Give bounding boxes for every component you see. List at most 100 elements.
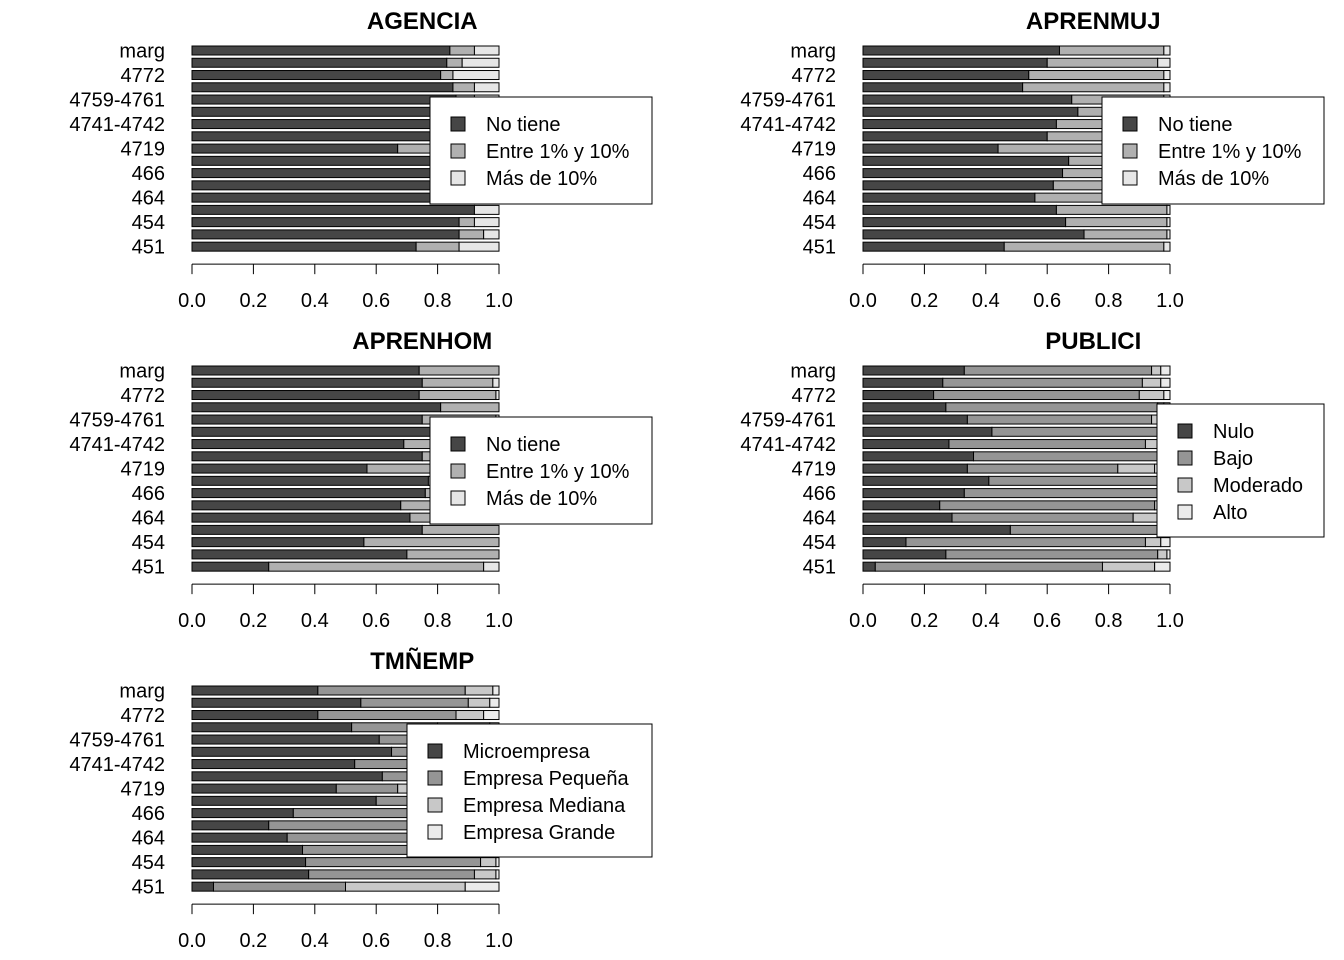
bar-segment — [1055, 204, 1168, 215]
bar-segment — [862, 217, 1067, 228]
bar-segment — [191, 475, 429, 486]
panel-title: APRENHOM — [352, 328, 492, 355]
bar-segment — [440, 402, 500, 413]
legend-label: Empresa Grande — [463, 822, 615, 844]
bar-segment — [945, 549, 1159, 560]
bar-segment — [317, 710, 457, 721]
x-tick-label: 0.2 — [239, 610, 267, 632]
bar-segment — [862, 512, 953, 523]
bar-segment — [1163, 390, 1171, 401]
bar-segment — [458, 241, 500, 252]
bar-segment — [1154, 561, 1171, 572]
bar-segment — [191, 869, 310, 880]
bar-segment — [988, 475, 1159, 486]
bar-segment — [473, 82, 500, 93]
bar-segment — [1166, 204, 1171, 215]
legend-box — [429, 96, 653, 205]
x-tick-label: 1.0 — [485, 610, 513, 632]
bar-segment — [446, 57, 463, 68]
legend-swatch — [450, 143, 466, 159]
category-label: 4759-4761 — [69, 90, 165, 112]
bar-segment — [452, 70, 500, 81]
bar-segment — [1009, 524, 1159, 535]
legend-swatch — [1122, 143, 1138, 159]
category-label: 464 — [132, 188, 165, 210]
bar-segment — [874, 561, 1103, 572]
bar-segment — [473, 869, 497, 880]
bar-segment — [1163, 45, 1171, 56]
bar-segment — [191, 783, 337, 794]
category-label: 4772 — [792, 385, 837, 407]
bar-segment — [862, 131, 1048, 142]
bar-segment — [862, 451, 975, 462]
category-label: 466 — [132, 163, 165, 185]
x-tick-label: 0.4 — [301, 610, 329, 632]
legend-label: No tiene — [1158, 114, 1233, 136]
legend-swatch — [1122, 116, 1138, 132]
bar-segment — [191, 57, 448, 68]
bar-segment — [862, 155, 1070, 166]
bar-segment — [345, 881, 466, 892]
bar-segment — [948, 439, 1146, 450]
category-label: 466 — [803, 163, 836, 185]
bar-segment — [191, 192, 448, 203]
bar-segment — [191, 143, 399, 154]
bar-segment — [1160, 537, 1171, 548]
category-label: 4772 — [121, 385, 166, 407]
bar-segment — [418, 390, 497, 401]
bar-segment — [951, 512, 1134, 523]
bar-segment — [862, 475, 990, 486]
bar-segment — [191, 241, 417, 252]
x-tick-label: 0.6 — [1033, 610, 1061, 632]
bar-segment — [1117, 463, 1156, 474]
bar-segment — [191, 94, 457, 105]
category-label: 464 — [132, 828, 165, 850]
bar-segment — [191, 488, 426, 499]
bar-segment — [939, 500, 1156, 511]
bar-segment — [1160, 377, 1171, 388]
category-label: 4759-4761 — [740, 90, 836, 112]
bar-segment — [1166, 229, 1171, 240]
legend: No tiene Entre 1% y 10% Más de 10% — [429, 96, 653, 205]
legend-label: Alto — [1213, 502, 1247, 524]
bar-segment — [191, 697, 362, 708]
bar-segment — [360, 697, 469, 708]
category-label: marg — [119, 681, 165, 703]
legend-swatch — [450, 490, 466, 506]
bar-segment — [966, 463, 1119, 474]
bar-segment — [458, 217, 475, 228]
category-label: 4719 — [792, 459, 837, 481]
bar-segment — [191, 119, 454, 130]
bar-segment — [467, 697, 491, 708]
legend-swatch — [427, 824, 443, 840]
legend-swatch — [1122, 170, 1138, 186]
panel-title: APRENMUJ — [1026, 8, 1161, 35]
bar-segment — [862, 365, 965, 376]
bar-segment — [1163, 82, 1171, 93]
category-label: 4772 — [121, 705, 166, 727]
category-label: 451 — [132, 877, 165, 899]
bar-segment — [191, 524, 423, 535]
bar-segment — [461, 57, 500, 68]
bar-segment — [191, 722, 353, 733]
bar-segment — [1022, 82, 1165, 93]
bar-segment — [191, 106, 463, 117]
legend-label: No tiene — [486, 434, 561, 456]
bar-segment — [862, 70, 1030, 81]
x-tick-label: 0.6 — [1033, 290, 1061, 312]
bar-segment — [1160, 365, 1171, 376]
bar-segment — [963, 365, 1153, 376]
legend-swatch — [427, 743, 443, 759]
bar-segment — [991, 426, 1159, 437]
x-axis: 0.0 0.2 0.4 0.6 0.8 1.0 — [178, 263, 513, 312]
bar-segment — [191, 414, 423, 425]
bar-segment — [191, 771, 383, 782]
bar-segment — [862, 537, 907, 548]
category-label: 4719 — [121, 779, 166, 801]
bar-segment — [449, 45, 475, 56]
legend: Nulo Bajo Moderado Alto — [1156, 403, 1325, 538]
bar-segment — [1101, 561, 1156, 572]
x-axis: 0.0 0.2 0.4 0.6 0.8 1.0 — [849, 583, 1184, 632]
bar-segment — [963, 488, 1159, 499]
